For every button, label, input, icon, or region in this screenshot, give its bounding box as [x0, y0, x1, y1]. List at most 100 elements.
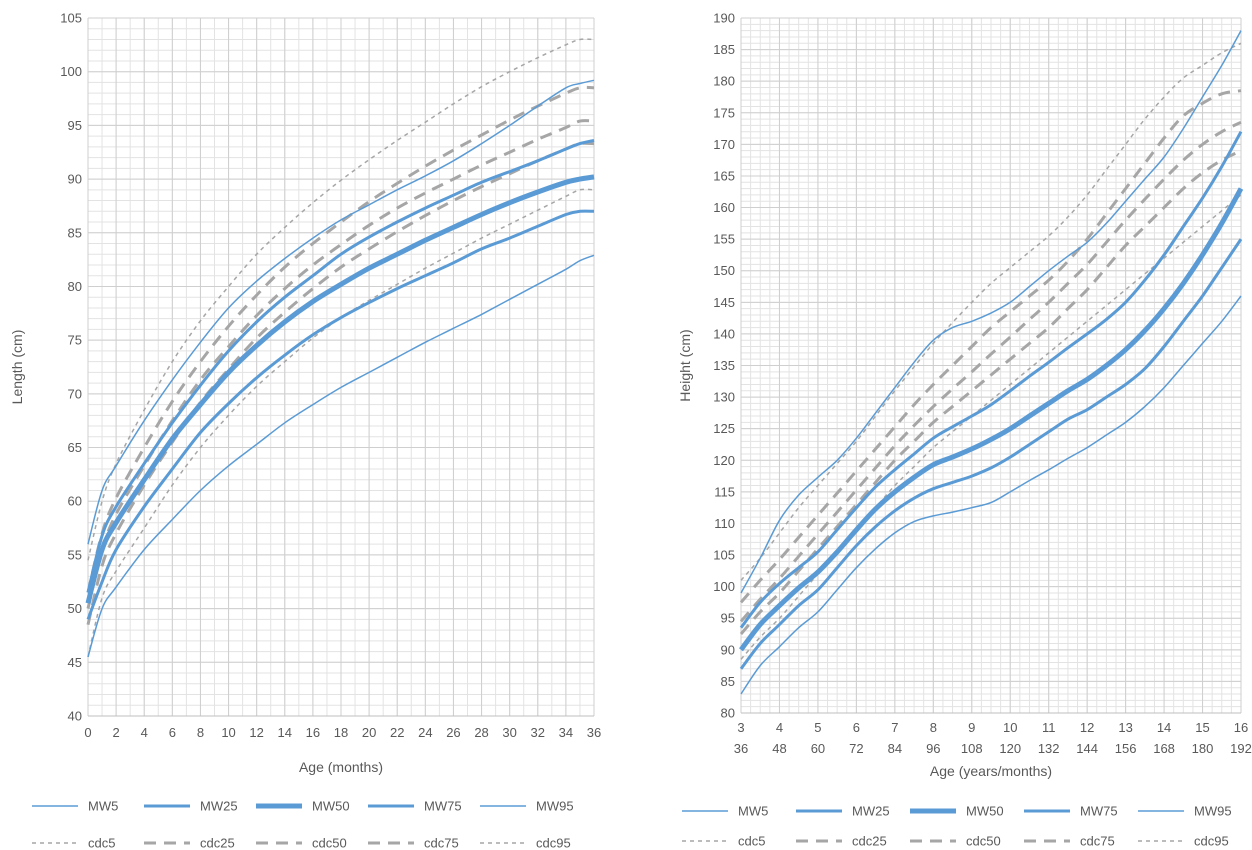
legend-label-cdc75: cdc75 [1080, 834, 1115, 849]
legend-label-cdc75: cdc75 [424, 836, 459, 850]
y-tick-label: 110 [714, 516, 735, 531]
series-line-cdc50 [739, 120, 1242, 623]
series-lines [739, 30, 1244, 695]
y-tick-label: 90 [721, 642, 735, 657]
x-tick-label: 20 [362, 725, 376, 740]
x-tick-label: 18 [334, 725, 348, 740]
series-line-cdc95 [740, 42, 1242, 581]
y-tick-label: 105 [713, 548, 735, 563]
y-tick-label: 65 [68, 440, 82, 455]
x-axis-title: Age (months) [299, 759, 383, 775]
series-line-MW5 [740, 295, 1242, 695]
height-chart-panel: 8085909510010511011512012513013514014515… [677, 11, 1252, 849]
x-tick-label: 6 [169, 725, 176, 740]
x-tick-label: 180 [1192, 741, 1214, 756]
legend: MW5 MW25 MW50 MW75 MW95 cdc5 cdc25 cdc50 cdc75 cd… [32, 799, 574, 850]
series-line-MW5 [87, 254, 595, 658]
series-line-MW25 [86, 209, 595, 620]
x-tick-label: 6 [853, 720, 860, 735]
y-tick-label: 95 [68, 118, 82, 133]
y-tick-label: 145 [713, 295, 735, 310]
x-tick-label: 24 [418, 725, 432, 740]
y-tick-label: 150 [713, 263, 735, 278]
series-line-MW50 [85, 174, 595, 604]
legend-label-MW75: MW75 [1080, 804, 1118, 819]
x-tick-label: 4 [776, 720, 783, 735]
series-line-MW50 [739, 187, 1244, 652]
x-tick-label: 168 [1153, 741, 1175, 756]
y-axis-title: Length (cm) [9, 330, 25, 405]
x-tick-label: 3 [737, 720, 744, 735]
legend-label-MW95: MW95 [1194, 804, 1232, 819]
y-tick-label: 100 [60, 64, 82, 79]
y-tick-label: 190 [713, 11, 735, 26]
x-tick-label: 120 [999, 741, 1021, 756]
y-tick-label: 170 [713, 137, 735, 152]
x-tick-label: 10 [1003, 720, 1017, 735]
x-tick-label: 8 [930, 720, 937, 735]
y-tick-label: 125 [713, 421, 735, 436]
legend-label-cdc50: cdc50 [966, 834, 1001, 849]
series-line-cdc95 [87, 38, 595, 561]
x-tick-label: 60 [811, 741, 825, 756]
x-tick-label: 5 [814, 720, 821, 735]
y-tick-label: 130 [713, 390, 735, 405]
y-tick-label: 95 [721, 611, 735, 626]
x-tick-label: 0 [84, 725, 91, 740]
x-tick-label: 22 [390, 725, 404, 740]
y-tick-label: 50 [68, 601, 82, 616]
x-tick-label: 16 [1234, 720, 1248, 735]
series-line-MW25 [739, 238, 1243, 670]
x-tick-label: 13 [1118, 720, 1132, 735]
x-tick-label: 10 [221, 725, 235, 740]
y-tick-label: 85 [721, 674, 735, 689]
legend-label-cdc95: cdc95 [536, 836, 571, 850]
y-tick-label: 55 [68, 547, 82, 562]
y-tick-label: 80 [68, 279, 82, 294]
x-tick-label: 36 [587, 725, 601, 740]
x-tick-label: 32 [531, 725, 545, 740]
legend-label-MW75: MW75 [424, 799, 462, 814]
y-tick-label: 80 [721, 706, 735, 721]
legend-label-MW50: MW50 [312, 799, 350, 814]
x-tick-label: 132 [1038, 741, 1060, 756]
legend-label-MW5: MW5 [738, 804, 768, 819]
y-tick-label: 100 [713, 579, 735, 594]
y-tick-label: 105 [60, 11, 82, 26]
x-tick-label: 36 [734, 741, 748, 756]
series-line-cdc25 [739, 149, 1242, 635]
y-axis-title: Height (cm) [677, 329, 693, 401]
y-tick-label: 135 [713, 358, 735, 373]
x-tick-label: 12 [249, 725, 263, 740]
legend-label-MW5: MW5 [88, 799, 118, 814]
x-tick-label: 84 [888, 741, 902, 756]
x-axis-title: Age (years/months) [930, 763, 1052, 779]
legend-label-MW25: MW25 [852, 804, 890, 819]
x-tick-label: 15 [1195, 720, 1209, 735]
legend-label-cdc5: cdc5 [88, 836, 115, 850]
y-tick-label: 140 [713, 326, 735, 341]
x-tick-label: 144 [1076, 741, 1098, 756]
y-tick-label: 185 [713, 42, 735, 57]
legend-label-cdc95: cdc95 [1194, 834, 1229, 849]
y-tick-label: 70 [68, 386, 82, 401]
y-tick-label: 120 [713, 453, 735, 468]
legend-label-MW25: MW25 [200, 799, 238, 814]
y-tick-label: 85 [68, 225, 82, 240]
y-tick-label: 155 [713, 232, 735, 247]
x-tick-label: 28 [474, 725, 488, 740]
legend: MW5 MW25 MW50 MW75 MW95 cdc5 cdc25 cdc50 cdc75 cd… [682, 804, 1232, 849]
legend-label-cdc5: cdc5 [738, 834, 765, 849]
x-tick-label: 9 [968, 720, 975, 735]
y-tick-label: 40 [68, 709, 82, 724]
series-line-MW75 [739, 130, 1243, 629]
x-tick-label: 156 [1115, 741, 1137, 756]
y-tick-label: 180 [713, 74, 735, 89]
y-tick-label: 60 [68, 494, 82, 509]
x-tick-label: 11 [1042, 720, 1056, 735]
y-tick-label: 75 [68, 333, 82, 348]
x-tick-label: 48 [772, 741, 786, 756]
x-tick-label: 14 [278, 725, 292, 740]
